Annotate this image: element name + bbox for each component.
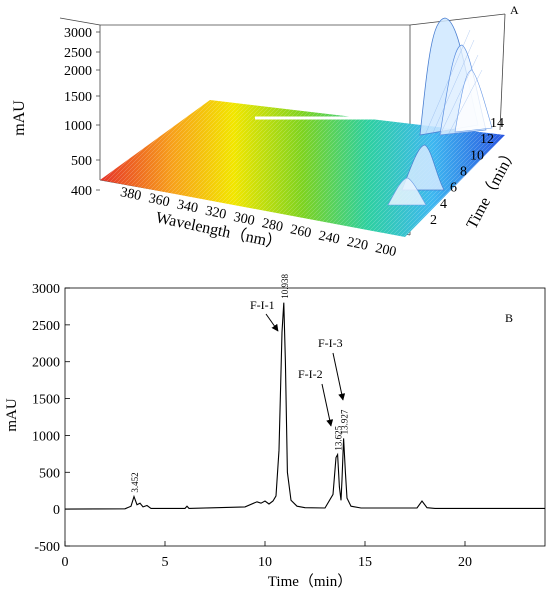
x-axis-ticks: 0 5 10 15 20: [62, 541, 472, 570]
peak-rt-label: 10.938: [280, 273, 290, 298]
panel-a-3d-surface: A 4: [11, 3, 521, 260]
y-axis-label: mAU: [4, 398, 20, 432]
y-tick-label: -500: [34, 540, 60, 555]
wavelength-tick-label: 360: [147, 191, 171, 210]
wavelength-tick-label: 380: [119, 185, 143, 204]
y-tick-label: 3000: [32, 282, 60, 297]
peak-rt-label: 13.927: [340, 409, 350, 434]
x-tick-label: 10: [258, 555, 272, 570]
z-tick-label: 400: [71, 184, 92, 199]
panel-b-label: B: [505, 311, 513, 325]
z-tick-label: 500: [71, 154, 92, 169]
z-tick-label: 1500: [64, 90, 92, 105]
x-tick-label: 0: [62, 555, 69, 570]
x-tick-label: 15: [358, 555, 372, 570]
y-tick-label: 2500: [32, 319, 60, 334]
wavelength-axis-ticks: 380 360 340 320 300 280 260 240 220 200: [119, 185, 398, 260]
peak-annotations: F-I-1 F-I-2 F-I-3: [250, 298, 346, 427]
y-tick-label: 1000: [32, 429, 60, 444]
wavelength-tick-label: 320: [204, 204, 228, 223]
z-axis-label: mAU: [11, 100, 28, 136]
time-tick-label: 2: [430, 213, 437, 228]
wavelength-tick-label: 300: [232, 210, 256, 229]
x-tick-label: 20: [458, 555, 472, 570]
wavelength-tick-label: 340: [176, 198, 200, 217]
annotation-label: F-I-1: [250, 298, 275, 312]
z-axis-ticks: 400 500 1000 1500 2000 2500 3000: [64, 26, 100, 199]
annotation-arrow: [321, 383, 334, 427]
time-tick-label: 4: [440, 197, 447, 212]
annotation-label: F-I-3: [318, 336, 343, 350]
peak-rt-label: 13.625: [334, 425, 344, 450]
panel-a-label: A: [510, 3, 519, 17]
annotation-arrow: [332, 352, 346, 401]
plot-frame: [64, 287, 546, 547]
z-tick-label: 2500: [64, 46, 92, 61]
annotation-arrow: [265, 313, 279, 332]
time-tick-label: 14: [490, 116, 504, 131]
chromatogram-line: [64, 302, 545, 510]
time-tick-label: 6: [450, 181, 457, 196]
x-tick-label: 5: [162, 555, 169, 570]
time-tick-label: 10: [470, 148, 484, 163]
y-tick-label: 0: [53, 503, 60, 518]
z-tick-label: 3000: [64, 26, 92, 41]
y-tick-label: 500: [39, 466, 60, 481]
x-axis-label: Time（min）: [268, 573, 352, 590]
wavelength-tick-label: 200: [374, 241, 398, 260]
y-axis-ticks: -500 0 500 1000 1500 2000 2500 3000: [32, 282, 70, 555]
surface-peaks: [387, 17, 493, 206]
wavelength-tick-label: 260: [289, 222, 313, 241]
wavelength-tick-label: 280: [261, 216, 285, 235]
wavelength-tick-label: 240: [317, 229, 341, 248]
time-tick-label: 12: [480, 132, 494, 147]
annotation-label: F-I-2: [298, 367, 323, 381]
wavelength-tick-label: 220: [346, 235, 370, 254]
y-tick-label: 1500: [32, 393, 60, 408]
z-tick-label: 1000: [64, 119, 92, 134]
peak-rt-label: 3.452: [130, 472, 140, 492]
y-tick-label: 2000: [32, 356, 60, 371]
time-tick-label: 8: [460, 165, 467, 180]
z-tick-label: 2000: [64, 64, 92, 79]
